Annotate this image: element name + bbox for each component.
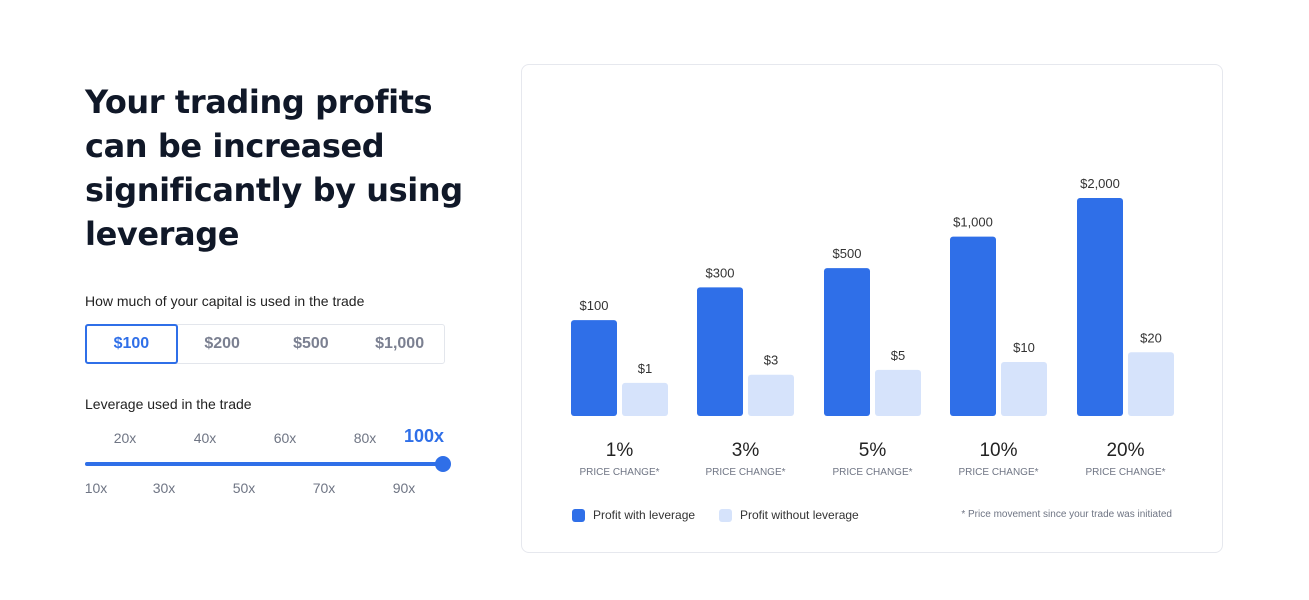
bar-without-leverage	[1001, 361, 1047, 416]
profit-bar-chart: $100 $1 1% PRICE CHANGE* $300 $3 3% PRICE CHANG…	[571, 176, 1174, 478]
tick-90x[interactable]: 90x	[392, 480, 416, 496]
bar-value-label: $1	[638, 361, 652, 376]
bar-without-leverage	[622, 382, 668, 416]
tick-70x[interactable]: 70x	[312, 480, 336, 496]
category-sublabel: PRICE CHANGE*	[579, 467, 659, 478]
category-sublabel: PRICE CHANGE*	[958, 467, 1038, 478]
bar-without-leverage	[1128, 352, 1174, 416]
tick-10x[interactable]: 10x	[84, 480, 108, 496]
legend-label: Profit without leverage	[740, 508, 859, 522]
bar-value-label: $10	[1013, 340, 1035, 355]
bar-value-label: $3	[764, 353, 778, 368]
capital-option-1000[interactable]: $1,000	[375, 335, 425, 352]
legend-label: Profit with leverage	[593, 508, 696, 522]
capital-label: How much of your capital is used in the …	[85, 293, 365, 309]
tick-80x[interactable]: 80x	[353, 430, 377, 446]
category-label: 3%	[732, 440, 760, 461]
capital-option-200[interactable]: $200	[204, 335, 240, 352]
capital-option-100[interactable]: $100	[85, 324, 178, 364]
bar-value-label: $100	[580, 298, 609, 313]
category-label: 10%	[979, 440, 1017, 461]
bar-with-leverage	[571, 320, 617, 416]
legend-swatch-dark	[572, 508, 585, 522]
bar-value-label: $5	[891, 348, 905, 363]
legend-without-leverage: Profit without leverage	[719, 508, 859, 522]
legend-with-leverage: Profit with leverage	[572, 508, 695, 522]
tick-50x[interactable]: 50x	[232, 480, 256, 496]
tick-30x[interactable]: 30x	[152, 480, 176, 496]
slider-fill	[85, 462, 443, 466]
bar-value-label: $1,000	[953, 215, 993, 230]
category-label: 20%	[1106, 440, 1144, 461]
bar-with-leverage	[697, 287, 743, 416]
bar-without-leverage	[748, 374, 794, 416]
category-sublabel: PRICE CHANGE*	[832, 467, 912, 478]
bar-value-label: $500	[833, 246, 862, 261]
slider-track[interactable]	[85, 456, 451, 472]
chart-footnote: * Price movement since your trade was in…	[961, 509, 1172, 520]
category-sublabel: PRICE CHANGE*	[1085, 467, 1165, 478]
bar-without-leverage	[875, 369, 921, 416]
profit-chart-card: $100 $1 1% PRICE CHANGE* $300 $3 3% PRICE CHANG…	[521, 64, 1223, 553]
tick-20x[interactable]: 20x	[113, 430, 137, 446]
category-label: 5%	[859, 440, 887, 461]
slider-thumb[interactable]	[435, 456, 451, 472]
bar-value-label: $20	[1140, 330, 1162, 345]
page-title: Your trading profits can be increased si…	[85, 83, 463, 253]
capital-selector: $100 $200 $500 $1,000	[85, 324, 445, 364]
legend-swatch-light	[719, 508, 732, 522]
tick-100x[interactable]: 100x	[403, 426, 445, 446]
intro-section: Your trading profits can be increased si…	[85, 80, 465, 256]
bar-with-leverage	[824, 268, 870, 416]
leverage-slider[interactable]: 20x 40x 60x 80x 100x 10x 30x 50x 70x 90x	[85, 425, 455, 505]
category-sublabel: PRICE CHANGE*	[705, 467, 785, 478]
tick-60x[interactable]: 60x	[273, 430, 297, 446]
leverage-label: Leverage used in the trade	[85, 396, 252, 412]
bar-with-leverage	[950, 236, 996, 416]
bar-with-leverage	[1077, 198, 1123, 416]
tick-40x[interactable]: 40x	[193, 430, 217, 446]
category-label: 1%	[606, 440, 634, 461]
bar-value-label: $2,000	[1080, 176, 1120, 191]
capital-option-500[interactable]: $500	[293, 335, 329, 352]
bar-value-label: $300	[706, 265, 735, 280]
